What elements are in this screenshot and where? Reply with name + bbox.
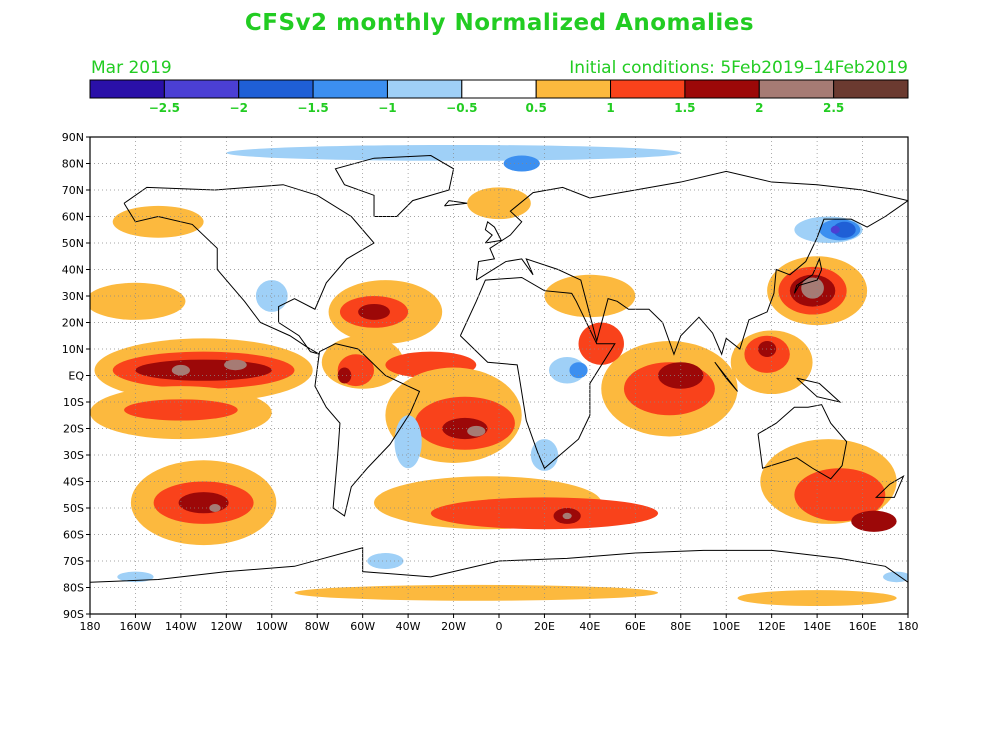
lon-tick-label: 0 bbox=[496, 620, 503, 633]
lon-tick-label: 40E bbox=[579, 620, 600, 633]
colorbar-label: 2.5 bbox=[823, 101, 844, 115]
lon-tick-label: 120E bbox=[758, 620, 786, 633]
lat-tick-label: 30S bbox=[63, 449, 84, 462]
lon-tick-label: 180 bbox=[898, 620, 919, 633]
coastline bbox=[444, 200, 468, 207]
anomaly-region bbox=[135, 359, 272, 381]
lat-tick-label: EQ bbox=[68, 370, 84, 383]
chart-title: CFSv2 monthly Normalized Anomalies bbox=[244, 10, 755, 36]
lon-tick-label: 100W bbox=[256, 620, 288, 633]
colorbar-label: 2 bbox=[755, 101, 763, 115]
anomaly-region bbox=[544, 274, 636, 318]
anomaly-region bbox=[758, 341, 777, 357]
anomaly-region bbox=[171, 364, 190, 376]
anomaly-region bbox=[358, 303, 390, 320]
anomaly-region bbox=[117, 571, 154, 583]
lon-tick-label: 140W bbox=[165, 620, 197, 633]
anomaly-region bbox=[178, 492, 229, 514]
anomaly-region bbox=[467, 425, 486, 437]
coastline bbox=[459, 276, 616, 470]
lon-tick-label: 120W bbox=[210, 620, 242, 633]
anomaly-region bbox=[830, 225, 840, 234]
lat-tick-label: 20N bbox=[62, 317, 84, 330]
coastline bbox=[314, 343, 421, 517]
anomaly-region bbox=[255, 280, 288, 312]
anomaly-region bbox=[883, 571, 908, 583]
colorbar-label: 1.5 bbox=[674, 101, 695, 115]
colorbar-label: 0.5 bbox=[526, 101, 547, 115]
lon-tick-label: 80E bbox=[670, 620, 691, 633]
anomaly-region bbox=[737, 590, 897, 607]
initial-conditions: Initial conditions: 5Feb2019–14Feb2019 bbox=[569, 58, 908, 78]
lon-tick-label: 160W bbox=[120, 620, 152, 633]
colorbar-label: 1 bbox=[606, 101, 614, 115]
colorbar-label: −1 bbox=[378, 101, 396, 115]
colorbar: −2.5 −2 −1.5 −1 −0.5 0.5 1 1.5 2 2.5 bbox=[89, 79, 909, 115]
anomaly-region bbox=[224, 359, 247, 371]
coastline bbox=[334, 155, 455, 217]
anomaly-region bbox=[658, 362, 704, 389]
colorbar-label: −2.5 bbox=[149, 101, 180, 115]
lat-tick-label: 40S bbox=[63, 476, 84, 489]
lon-tick-label: 20E bbox=[534, 620, 555, 633]
lon-tick-label: 140E bbox=[803, 620, 831, 633]
anomaly-region bbox=[467, 187, 531, 220]
lat-tick-label: 20S bbox=[63, 423, 84, 436]
anomaly-region bbox=[851, 510, 897, 532]
gridlines bbox=[90, 137, 908, 614]
lat-tick-label: 80S bbox=[63, 582, 84, 595]
lon-tick-label: 60E bbox=[625, 620, 646, 633]
anomaly-region bbox=[562, 512, 572, 520]
coastline bbox=[757, 404, 848, 480]
lat-tick-label: 60N bbox=[62, 211, 84, 224]
anomaly-region bbox=[90, 282, 186, 320]
lat-tick-label: 40N bbox=[62, 264, 84, 277]
lat-tick-label: 70S bbox=[63, 555, 84, 568]
lat-tick-label: 90N bbox=[62, 131, 84, 144]
colorbar-label: −2 bbox=[230, 101, 248, 115]
anomaly-region bbox=[503, 155, 540, 172]
anomaly-region bbox=[367, 553, 404, 569]
colorbar-label: −1.5 bbox=[297, 101, 328, 115]
coastline bbox=[123, 184, 375, 355]
lat-tick-label: 60S bbox=[63, 529, 84, 542]
lon-tick-label: 40W bbox=[396, 620, 421, 633]
lat-tick-label: 10N bbox=[62, 343, 84, 356]
lat-tick-label: 30N bbox=[62, 290, 84, 303]
coastline bbox=[484, 220, 503, 244]
lon-tick-label: 180 bbox=[80, 620, 101, 633]
colorbar-label: −0.5 bbox=[446, 101, 477, 115]
anomaly-region bbox=[294, 584, 659, 601]
lat-tick-label: 50N bbox=[62, 237, 84, 250]
coastline bbox=[475, 170, 908, 356]
anomaly-region bbox=[226, 144, 681, 161]
lon-tick-label: 100E bbox=[712, 620, 740, 633]
coastline bbox=[793, 257, 823, 294]
forecast-month: Mar 2019 bbox=[91, 58, 172, 78]
anomaly-region bbox=[569, 362, 588, 379]
lat-tick-label: 10S bbox=[63, 396, 84, 409]
lat-tick-label: 70N bbox=[62, 184, 84, 197]
coastline bbox=[714, 361, 738, 392]
coastline bbox=[796, 377, 842, 403]
anomaly-region bbox=[337, 367, 352, 384]
anomaly-region bbox=[833, 221, 856, 238]
lon-tick-label: 20W bbox=[441, 620, 466, 633]
lon-tick-label: 60W bbox=[350, 620, 375, 633]
colorbar-swatch bbox=[833, 79, 909, 99]
lon-tick-label: 80W bbox=[305, 620, 330, 633]
anomaly-region bbox=[112, 205, 204, 238]
lon-tick-label: 160E bbox=[849, 620, 877, 633]
coastline bbox=[874, 475, 905, 498]
lat-tick-label: 80N bbox=[62, 158, 84, 171]
lat-tick-label: 50S bbox=[63, 502, 84, 515]
lat-tick-label: 90S bbox=[63, 608, 84, 621]
